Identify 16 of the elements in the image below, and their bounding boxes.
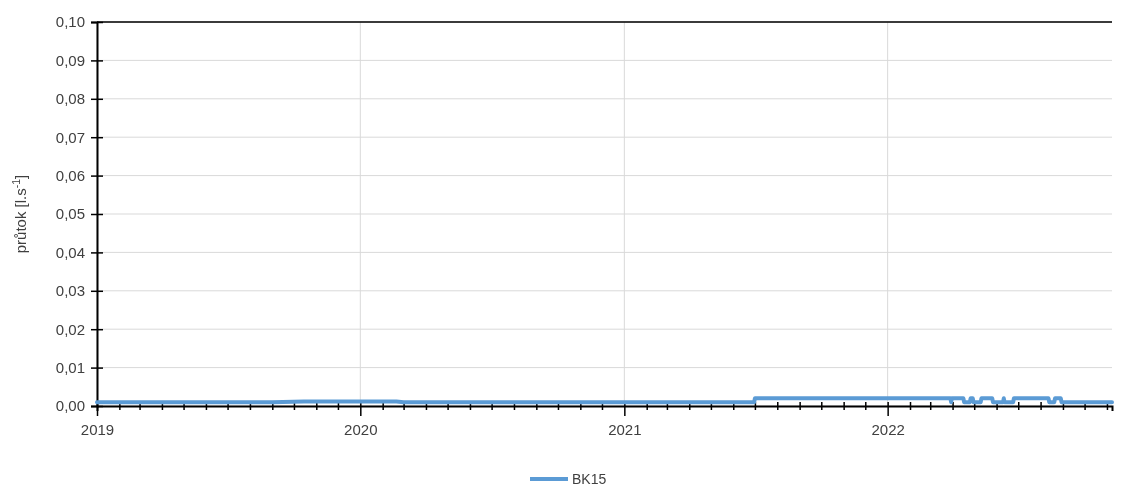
y-tick-label: 0,07	[55, 128, 85, 146]
y-tick-label: 0,05	[55, 205, 85, 223]
y-tick-label: 0,03	[55, 282, 85, 300]
y-tick-label: 0,01	[55, 358, 85, 376]
y-tick-label: 0,02	[55, 320, 85, 338]
x-tick-label: 2022	[871, 421, 905, 438]
y-tick-label: 0,10	[55, 13, 85, 31]
legend-label: BK15	[572, 471, 607, 487]
y-tick-label: 0,09	[55, 51, 85, 69]
y-tick-label: 0,08	[55, 90, 85, 108]
x-tick-label: 2019	[80, 421, 115, 438]
y-tick-label: 0,00	[55, 397, 85, 415]
x-tick-label: 2020	[344, 421, 378, 438]
x-tick-label: 2021	[608, 421, 642, 438]
y-tick-label: 0,04	[55, 243, 85, 261]
y-tick-label: 0,06	[55, 166, 85, 184]
